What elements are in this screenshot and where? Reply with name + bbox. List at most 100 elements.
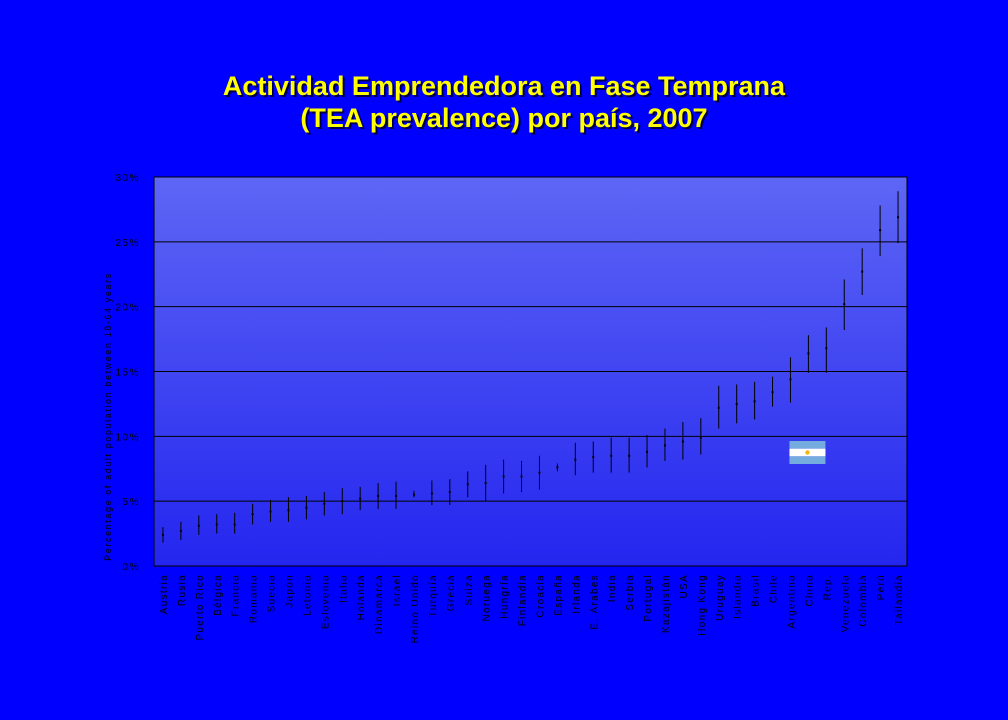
y-tick-label: 5% bbox=[123, 497, 140, 508]
data-point bbox=[789, 378, 792, 381]
data-point bbox=[412, 493, 415, 496]
category-label: Romania bbox=[249, 574, 260, 623]
data-point bbox=[287, 509, 290, 512]
category-label: Letonia bbox=[302, 574, 313, 616]
category-label: Turquía bbox=[428, 574, 439, 617]
category-label: Venezuela bbox=[840, 574, 851, 632]
data-point bbox=[610, 454, 613, 457]
data-point bbox=[430, 492, 433, 495]
category-label: Rep. bbox=[822, 574, 833, 600]
category-label: Noruega bbox=[482, 574, 493, 621]
category-label: Eslovenia bbox=[320, 574, 331, 629]
data-point bbox=[269, 510, 272, 513]
y-tick-label: 20% bbox=[115, 303, 140, 314]
data-point bbox=[646, 450, 649, 453]
y-axis-label: Percentage of adult population between 1… bbox=[103, 272, 113, 561]
data-point bbox=[341, 500, 344, 503]
grid-lines bbox=[153, 176, 908, 567]
category-label: Finlandia bbox=[518, 574, 529, 626]
category-label: Puerto Rico bbox=[195, 574, 206, 641]
data-point bbox=[861, 270, 864, 273]
y-tick-label: 30% bbox=[115, 173, 140, 184]
data-point bbox=[556, 466, 559, 469]
category-label: Brasil bbox=[751, 574, 762, 607]
data-point bbox=[484, 482, 487, 485]
category-label: Colombia bbox=[858, 574, 869, 627]
data-point bbox=[879, 229, 882, 232]
data-point bbox=[699, 436, 702, 439]
data-point bbox=[843, 303, 846, 306]
category-label: Grecia bbox=[446, 574, 457, 611]
data-point bbox=[771, 391, 774, 394]
data-point bbox=[305, 506, 308, 509]
data-point bbox=[323, 502, 326, 505]
data-point bbox=[520, 475, 523, 478]
data-point bbox=[825, 347, 828, 350]
flag-sun bbox=[805, 450, 810, 455]
chart-title-line-2: (TEA prevalence) por país, 2007 bbox=[300, 103, 708, 133]
x-axis-category-labels: Austria Rusia Puerto Rico Bélgica Francia Rom… bbox=[159, 574, 905, 643]
category-label: Holanda bbox=[356, 574, 367, 620]
category-label: Francia bbox=[231, 574, 242, 616]
data-point bbox=[395, 494, 398, 497]
category-label: España bbox=[553, 574, 564, 616]
error-bars bbox=[161, 191, 900, 543]
category-label: Perú bbox=[876, 574, 887, 600]
category-label: Austria bbox=[159, 574, 170, 614]
category-label: USA bbox=[679, 574, 690, 598]
data-point bbox=[197, 524, 200, 527]
data-point bbox=[574, 458, 577, 461]
data-point bbox=[359, 497, 362, 500]
y-tick-label: 15% bbox=[115, 368, 140, 379]
data-point bbox=[663, 444, 666, 447]
category-label: Rusia bbox=[177, 574, 188, 606]
data-point bbox=[179, 529, 182, 532]
data-point bbox=[466, 483, 469, 486]
category-label: China bbox=[804, 574, 815, 607]
data-point bbox=[681, 440, 684, 443]
category-label: Chile bbox=[769, 574, 780, 603]
category-label: Bélgica bbox=[213, 574, 224, 616]
data-point bbox=[448, 491, 451, 494]
data-point bbox=[592, 456, 595, 459]
y-tick-label: 10% bbox=[115, 432, 140, 443]
data-point bbox=[807, 352, 810, 355]
data-point bbox=[251, 513, 254, 516]
data-point bbox=[377, 494, 380, 497]
category-label: Israel bbox=[392, 574, 403, 606]
chart-title-line-1: Actividad Emprendedora en Fase Temprana bbox=[222, 71, 786, 101]
data-point bbox=[502, 475, 505, 478]
data-point bbox=[628, 454, 631, 457]
y-axis-tick-labels: 0% 5% 10% 15% 20% 25% 30% bbox=[115, 173, 140, 573]
data-point bbox=[538, 471, 541, 474]
category-label: Reino Unido bbox=[410, 574, 421, 643]
category-label: Serbia bbox=[625, 574, 636, 611]
data-point bbox=[215, 523, 218, 526]
category-label: Islandia bbox=[733, 574, 744, 619]
data-point bbox=[753, 400, 756, 403]
category-label: E. Árabes bbox=[587, 574, 600, 630]
category-label: Tailandia bbox=[894, 574, 905, 625]
category-label: Hong Kong bbox=[697, 574, 708, 636]
argentina-flag-icon bbox=[789, 441, 826, 464]
category-label: Uruguay bbox=[715, 574, 726, 621]
category-label: Hungría bbox=[500, 574, 511, 619]
category-label: Suiza bbox=[464, 574, 475, 606]
data-point bbox=[233, 523, 236, 526]
data-point bbox=[161, 533, 164, 536]
data-point bbox=[717, 406, 720, 409]
y-axis-label-group: Percentage of adult population between 1… bbox=[103, 272, 113, 561]
y-tick-label: 0% bbox=[123, 562, 140, 573]
flag-stripe-bottom bbox=[789, 456, 826, 464]
data-point bbox=[897, 216, 900, 219]
category-label: Kazajistán bbox=[661, 574, 672, 633]
category-label: Japón bbox=[284, 574, 295, 608]
category-label: Dinamarca bbox=[374, 574, 385, 634]
category-label: India bbox=[607, 574, 618, 602]
category-label: Suecia bbox=[267, 574, 278, 612]
category-label: Italia bbox=[338, 574, 349, 603]
category-label: Portugal bbox=[643, 574, 654, 622]
category-label: Argentina bbox=[786, 574, 797, 629]
data-point bbox=[735, 402, 738, 405]
